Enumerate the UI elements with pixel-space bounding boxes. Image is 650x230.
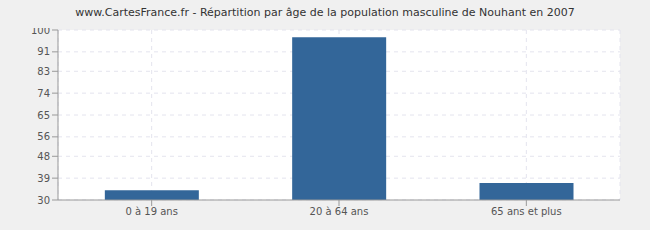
svg-text:20 à 64 ans: 20 à 64 ans xyxy=(310,206,369,217)
svg-text:83: 83 xyxy=(37,66,50,77)
svg-text:91: 91 xyxy=(37,46,50,57)
html-text:www.CartesFrance.fr - Répartit: www.CartesFrance.fr - Répartition par âg… xyxy=(75,6,575,19)
svg-text:56: 56 xyxy=(37,131,50,142)
svg-text:30: 30 xyxy=(37,195,50,206)
svg-text:65 ans et plus: 65 ans et plus xyxy=(491,206,562,217)
svg-text:48: 48 xyxy=(37,151,50,162)
svg-text:39: 39 xyxy=(37,173,50,184)
svg-text:100: 100 xyxy=(31,28,50,36)
svg-text:74: 74 xyxy=(37,88,50,99)
svg-text:65: 65 xyxy=(37,110,50,121)
svg-text:0 à 19 ans: 0 à 19 ans xyxy=(125,206,177,217)
